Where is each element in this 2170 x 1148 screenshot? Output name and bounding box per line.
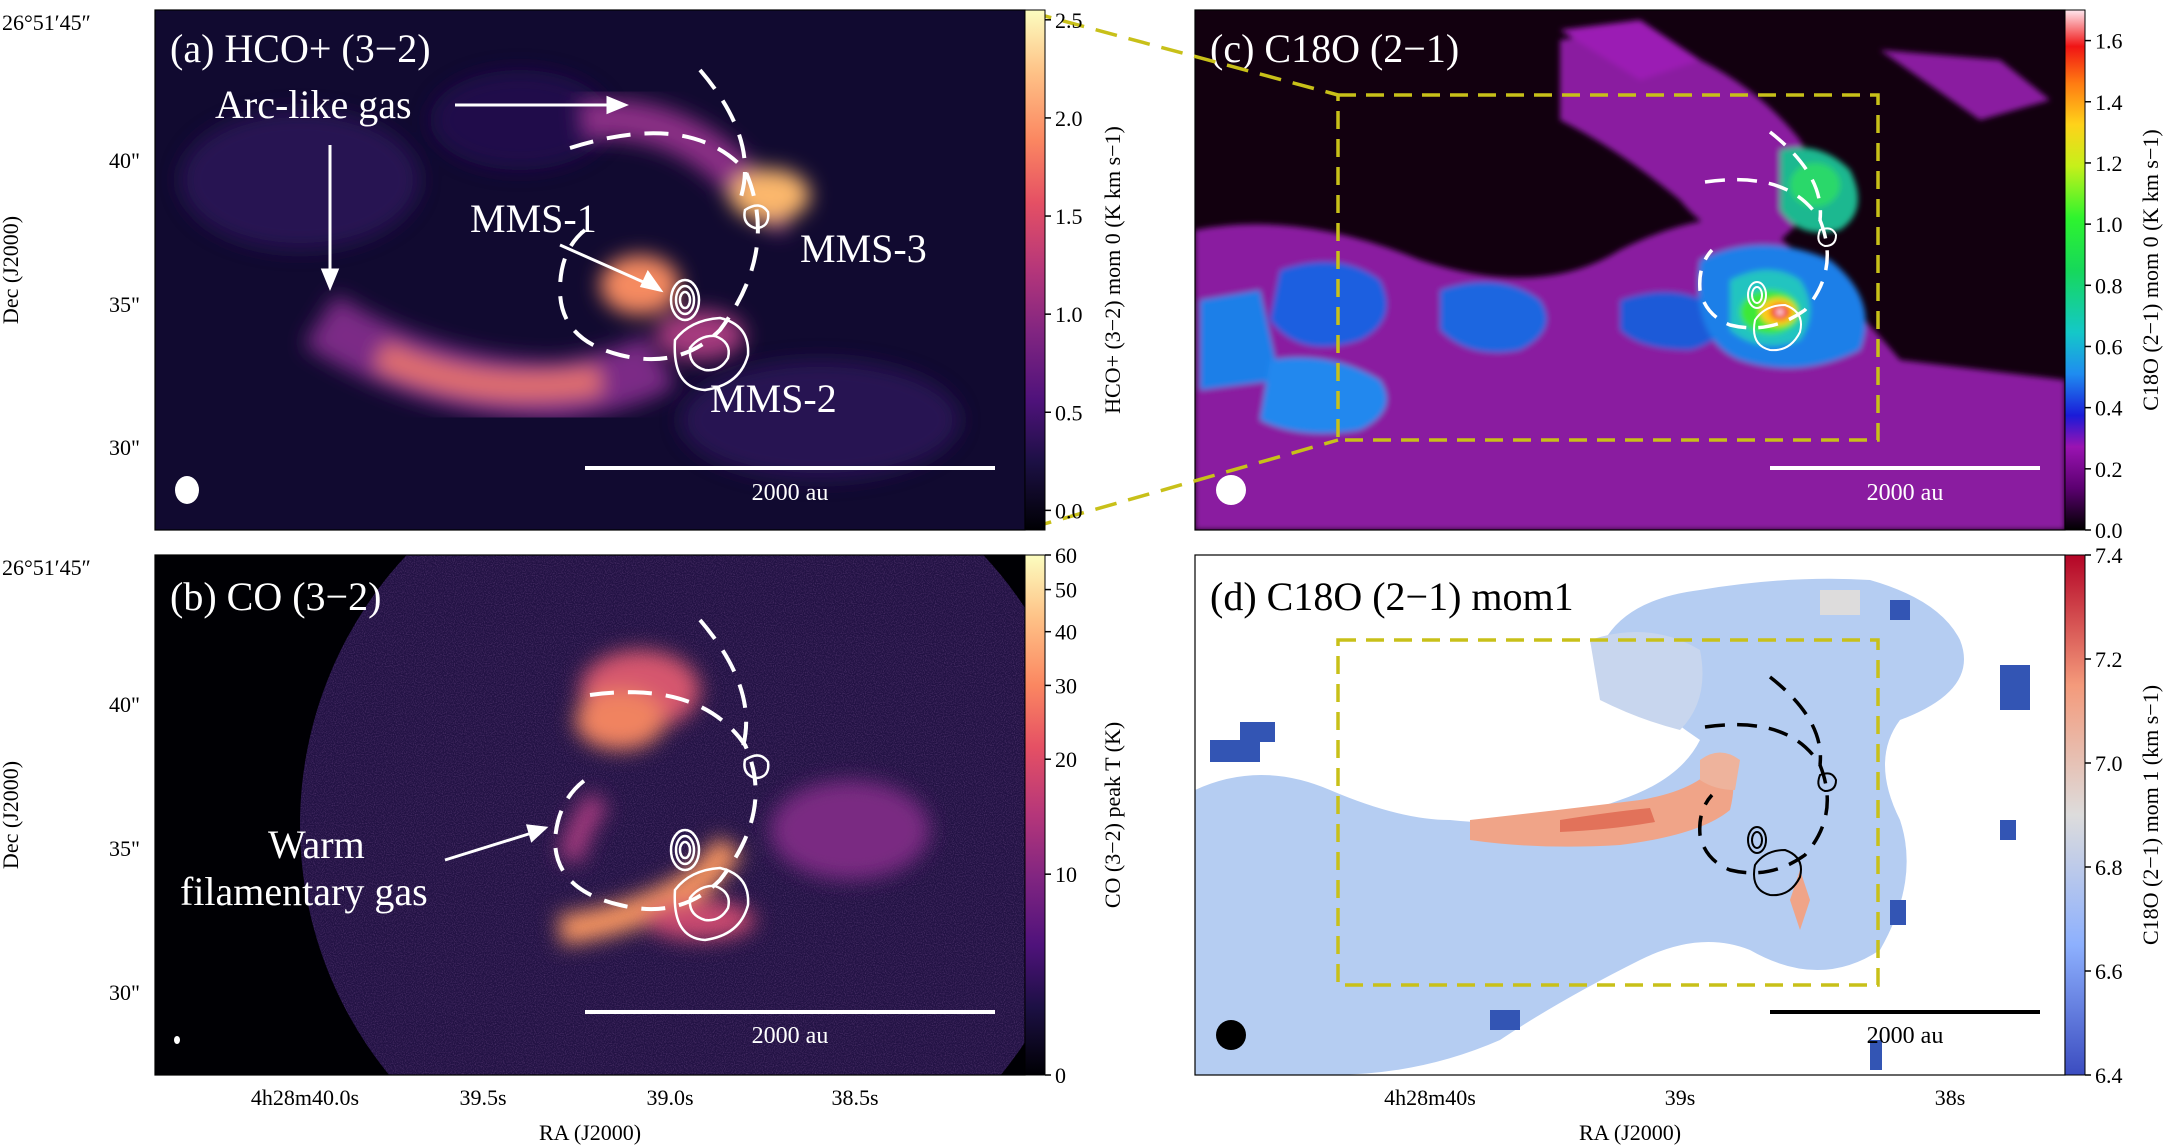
colorbar-tick-label: 1.0 [2095,212,2123,237]
colorbar-tick-label: 1.4 [2095,90,2123,115]
panel-c-image [1195,10,2065,530]
colorbar-tick-label: 1.5 [1055,204,1083,229]
colorbar-tick-label: 7.2 [2095,647,2123,672]
colorbar-tick-label: 10 [1055,862,1077,887]
zoom-box [1336,93,1880,442]
dust-contours [1747,227,1838,352]
ra-tick: 39.0s [646,1085,693,1110]
scalebar-label: 2000 au [1867,480,1944,506]
arc-outline [552,618,758,912]
colorbar-tick-label: 6.4 [2095,1063,2123,1088]
colorbar-tick-label: 7.4 [2095,543,2123,568]
ra-axis-right: 4h28m40s 39s 38s RA (J2000) [1384,1085,1965,1145]
panel-b: (b) CO (3−2) Warm filamentary gas 2000 a… [154,554,1026,1076]
beam-ellipse [175,476,199,504]
dec-tick-first: 26°51′45″ [2,555,91,580]
ra-tick: 38.5s [831,1085,878,1110]
filamentary-gas-label: filamentary gas [180,869,428,914]
panel-a: (a) HCO+ (3−2) Arc-like gas MMS-1 MMS-3 … [154,9,1026,531]
ra-tick: 4h28m40.0s [251,1085,359,1110]
dec-tick: 35" [109,836,140,861]
panel-c: (c) C18O (2−1) 2000 au [1194,9,2066,531]
dec-tick: 40" [109,148,140,173]
dust-contours [1747,772,1838,897]
colorbar-tick-label: 0.5 [1055,400,1083,425]
panel-b-title: (b) CO (3−2) [170,574,381,619]
panel-d-image [1195,555,2065,1075]
colorbar-a: 2.5 2.0 1.5 1.0 0.5 0.0 HCO+ (3−2) mom 0 (K k… [1024,8,1125,531]
dec-axis-label: Dec (J2000) [0,216,23,324]
panel-d-title: (d) C18O (2−1) mom1 [1210,574,1574,619]
beam-ellipse [174,1036,180,1044]
arc-like-gas-label: Arc-like gas [215,82,412,127]
beam-ellipse [1216,475,1246,505]
dust-contours [669,204,770,392]
mms-1-label: MMS-1 [470,196,597,241]
colorbar-c-label: C18O (2−1) mom 0 (K km s−1) [2138,129,2163,410]
ra-tick: 38s [1935,1085,1966,1110]
ra-tick: 4h28m40s [1384,1085,1476,1110]
colorbar-tick-label: 1.6 [2095,29,2123,54]
colorbar-tick-label: 50 [1055,578,1077,603]
colorbar-b: 60 50 40 30 20 10 0 CO (3−2) peak T (K) [1024,543,1125,1088]
colorbar-tick-label: 0.2 [2095,457,2123,482]
colorbar-tick-label: 2.0 [1055,106,1083,131]
panel-a-image [155,10,1025,530]
colorbar-d: 7.4 7.2 7.0 6.8 6.6 6.4 C18O (2−1) mom 1 (km … [2064,543,2163,1088]
colorbar-tick-label: 20 [1055,747,1077,772]
dec-tick-first: 26°51′45″ [2,10,91,35]
scalebar-label: 2000 au [752,1023,829,1049]
arc-outline [557,68,760,362]
colorbar-tick-label: 2.5 [1055,8,1083,33]
colorbar-tick-label: 60 [1055,543,1077,568]
ra-tick: 39.5s [459,1085,506,1110]
colorbar-tick-label: 6.6 [2095,959,2123,984]
colorbar-b-label: CO (3−2) peak T (K) [1100,722,1125,908]
dec-axis-b: 26°51′45″ 40" 35" 30" Dec (J2000) [0,555,140,1005]
ra-tick: 39s [1665,1085,1696,1110]
colorbar-d-label: C18O (2−1) mom 1 (km s−1) [2138,685,2163,945]
panel-a-title: (a) HCO+ (3−2) [170,26,431,71]
ra-axis-label: RA (J2000) [1579,1120,1681,1145]
dust-contours [669,754,770,942]
colorbar-tick-label: 0.0 [1055,498,1083,523]
colorbar-tick-label: 30 [1055,673,1077,698]
colorbar-tick-label: 6.8 [2095,855,2123,880]
zoom-box [1336,638,1880,987]
panel-d: (d) C18O (2−1) mom1 2000 au [1194,554,2066,1076]
arc-outline [1698,675,1830,875]
warm-label: Warm [268,822,365,867]
colorbar-tick-label: 0.8 [2095,273,2123,298]
colorbar-tick-label: 0.0 [2095,518,2123,543]
zoom-connectors [1029,10,1339,530]
scalebar-label: 2000 au [752,480,829,506]
dec-axis-a: 26°51′45″ 40" 35" 30" Dec (J2000) [0,10,140,460]
scalebar-label: 2000 au [1867,1023,1944,1049]
arc-outline [1698,130,1830,330]
panel-b-image [155,555,1025,1075]
colorbar-a-label: HCO+ (3−2) mom 0 (K km s−1) [1100,126,1125,414]
annotation-arrow [444,824,549,862]
colorbar-tick-label: 7.0 [2095,751,2123,776]
dec-axis-label: Dec (J2000) [0,761,23,869]
colorbar-tick-label: 1.0 [1055,302,1083,327]
dec-tick: 30" [109,980,140,1005]
colorbar-tick-label: 0.6 [2095,334,2123,359]
mms-2-label: MMS-2 [710,376,837,421]
dec-tick: 40" [109,692,140,717]
colorbar-c: 1.6 1.4 1.2 1.0 0.8 0.6 0.4 0.2 0.0 C18O (2−1) m… [2064,9,2163,543]
beam-ellipse [1216,1020,1246,1050]
colorbar-tick-label: 0.4 [2095,396,2123,421]
dec-tick: 30" [109,435,140,460]
colorbar-tick-label: 0 [1055,1063,1066,1088]
panel-c-title: (c) C18O (2−1) [1210,26,1459,71]
ra-axis-label: RA (J2000) [539,1120,641,1145]
ra-axis-left: 4h28m40.0s 39.5s 39.0s 38.5s RA (J2000) [251,1085,879,1145]
colorbar-tick-label: 40 [1055,620,1077,645]
annotation-arrows [320,95,664,293]
dec-tick: 35" [109,292,140,317]
mms-3-label: MMS-3 [800,226,927,271]
colorbar-tick-label: 1.2 [2095,151,2123,176]
